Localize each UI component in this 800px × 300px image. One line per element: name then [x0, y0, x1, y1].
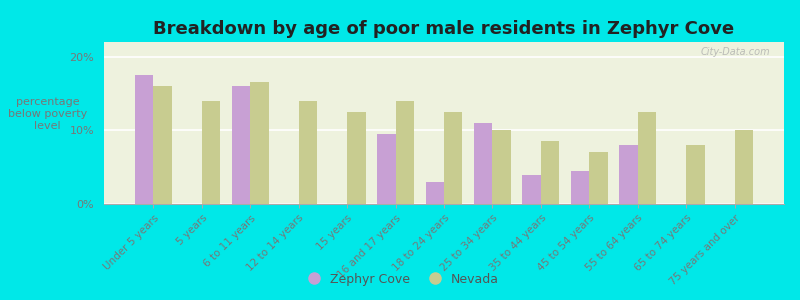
- Legend: Zephyr Cove, Nevada: Zephyr Cove, Nevada: [296, 268, 504, 291]
- Bar: [571, 171, 590, 204]
- Bar: [426, 182, 444, 204]
- Title: Breakdown by age of poor male residents in Zephyr Cove: Breakdown by age of poor male residents …: [154, 20, 734, 38]
- Bar: [298, 101, 317, 204]
- Bar: [590, 152, 608, 204]
- Bar: [377, 134, 395, 204]
- Bar: [347, 112, 366, 204]
- Bar: [619, 145, 638, 204]
- Bar: [686, 145, 705, 204]
- Bar: [135, 75, 154, 204]
- Bar: [638, 112, 656, 204]
- Bar: [493, 130, 511, 204]
- Text: City-Data.com: City-Data.com: [701, 47, 770, 57]
- Bar: [474, 123, 493, 204]
- Bar: [232, 86, 250, 204]
- Bar: [522, 175, 541, 204]
- Bar: [154, 86, 172, 204]
- Bar: [250, 82, 269, 204]
- Bar: [202, 101, 220, 204]
- Text: percentage
below poverty
level: percentage below poverty level: [8, 98, 87, 130]
- Bar: [734, 130, 753, 204]
- Bar: [395, 101, 414, 204]
- Bar: [444, 112, 462, 204]
- Bar: [541, 141, 559, 204]
